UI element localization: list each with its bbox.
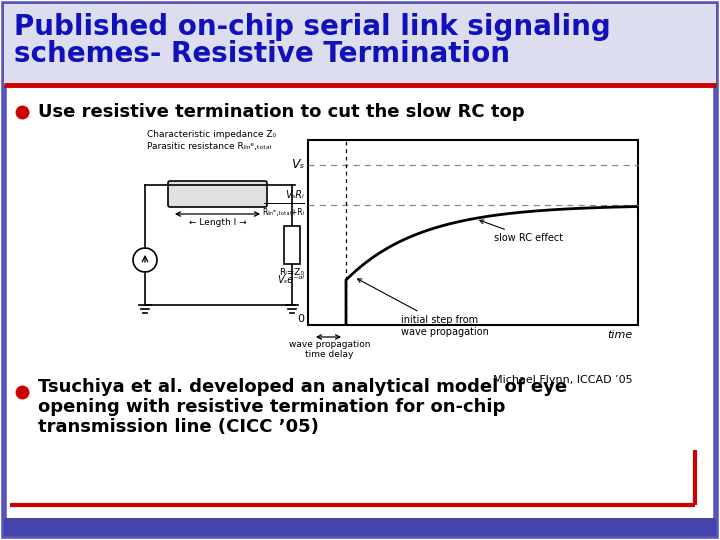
Text: Parasitic resistance Rₗᵢₙᵉ,ₜₒₜₐₗ: Parasitic resistance Rₗᵢₙᵉ,ₜₒₜₐₗ [147, 142, 271, 151]
Text: Published on-chip serial link signaling: Published on-chip serial link signaling [14, 13, 611, 41]
Text: time: time [608, 330, 633, 340]
Bar [308, 140, 638, 325]
Text: VₛRₗ: VₛRₗ [285, 190, 304, 200]
FancyBboxPatch shape [168, 181, 267, 207]
Text: Vₛe⁻ᵅˡ: Vₛe⁻ᵅˡ [277, 275, 304, 285]
Text: initial step from
wave propagation: initial step from wave propagation [358, 279, 489, 336]
Bar [4, 4, 716, 85]
Text: Tsuchiya et al. developed an analytical model of eye: Tsuchiya et al. developed an analytical … [38, 378, 567, 396]
Text: Characteristic impedance Z₀: Characteristic impedance Z₀ [147, 130, 276, 139]
Bar [284, 226, 300, 264]
Text: Use resistive termination to cut the slow RC top: Use resistive termination to cut the slo… [38, 103, 525, 121]
Text: transmission line (CICC ’05): transmission line (CICC ’05) [38, 418, 319, 436]
Text: 0: 0 [297, 314, 304, 324]
Text: wave propagation
time delay: wave propagation time delay [289, 340, 370, 360]
Text: Rₗᵢₙᵉ,ₜₒₜₐₗ+Rₗ: Rₗᵢₙᵉ,ₜₒₜₐₗ+Rₗ [262, 208, 304, 218]
Text: schemes- Resistive Termination: schemes- Resistive Termination [14, 40, 510, 68]
Bar [4, 518, 716, 536]
Text: opening with resistive termination for on-chip: opening with resistive termination for o… [38, 398, 505, 416]
Text: Michael Flynn, ICCAD ’05: Michael Flynn, ICCAD ’05 [493, 375, 633, 385]
Text: ← Length l →: ← Length l → [189, 218, 246, 227]
Text: Vₛ: Vₛ [291, 159, 304, 172]
Text: slow RC effect: slow RC effect [480, 220, 563, 243]
Text: Rₗ=Z₀: Rₗ=Z₀ [279, 268, 305, 277]
